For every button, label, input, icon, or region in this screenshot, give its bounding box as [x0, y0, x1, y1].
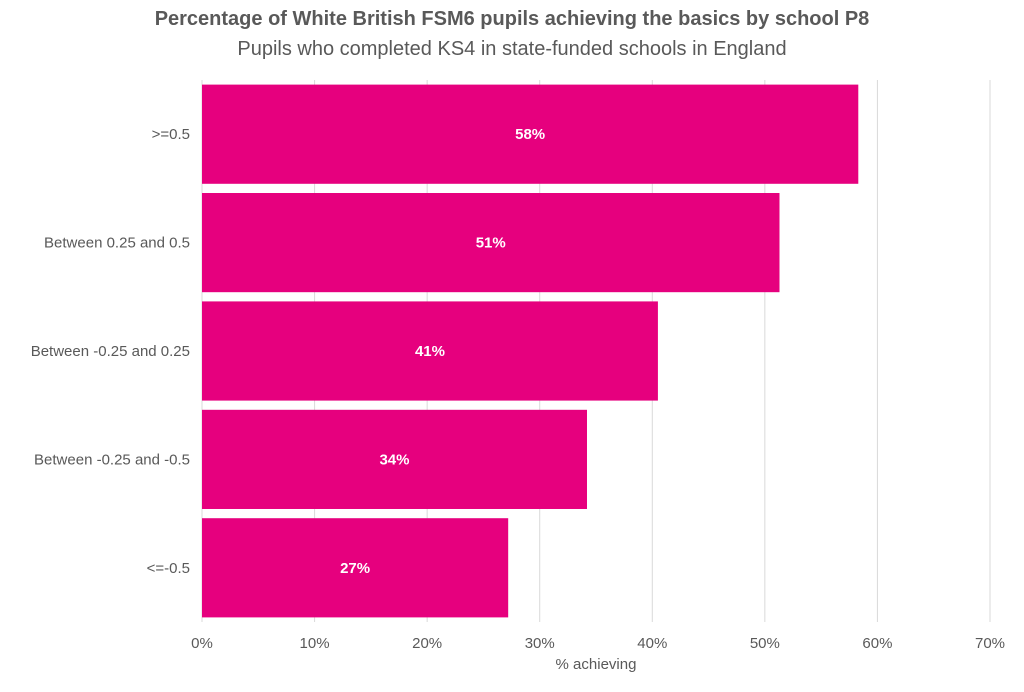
- bar-data-label: 41%: [415, 343, 445, 360]
- bar: [202, 193, 780, 293]
- bar: [202, 301, 658, 401]
- bar-data-label: 58%: [515, 126, 545, 143]
- chart-subtitle: Pupils who completed KS4 in state-funded…: [237, 38, 787, 60]
- x-tick-label: 20%: [412, 635, 442, 652]
- bar-data-label: 27%: [340, 560, 370, 577]
- bar: [202, 409, 587, 509]
- bar: [202, 518, 509, 618]
- x-tick-label: 70%: [975, 635, 1005, 652]
- bar-layer: [202, 84, 859, 618]
- label-layer: 0% 10% 20% 30% 40% 50% 60% 70% >=0.5 58% Between 0…: [31, 126, 1005, 652]
- y-category-label: >=0.5: [152, 126, 190, 143]
- bar-data-label: 51%: [476, 235, 506, 252]
- x-tick-label: 10%: [300, 635, 330, 652]
- x-tick-label: 50%: [750, 635, 780, 652]
- x-tick-label: 60%: [862, 635, 892, 652]
- chart-title: Percentage of White British FSM6 pupils …: [154, 8, 870, 30]
- y-category-label: Between -0.25 and -0.5: [34, 451, 190, 468]
- y-category-label: <=-0.5: [147, 560, 190, 577]
- y-category-label: Between 0.25 and 0.5: [44, 235, 190, 252]
- y-category-label: Between -0.25 and 0.25: [31, 343, 190, 360]
- x-axis-title: % achieving: [556, 656, 637, 673]
- x-tick-label: 0%: [191, 635, 213, 652]
- x-tick-label: 40%: [637, 635, 667, 652]
- bar-data-label: 34%: [379, 451, 409, 468]
- bar: [202, 84, 859, 184]
- x-tick-label: 30%: [525, 635, 555, 652]
